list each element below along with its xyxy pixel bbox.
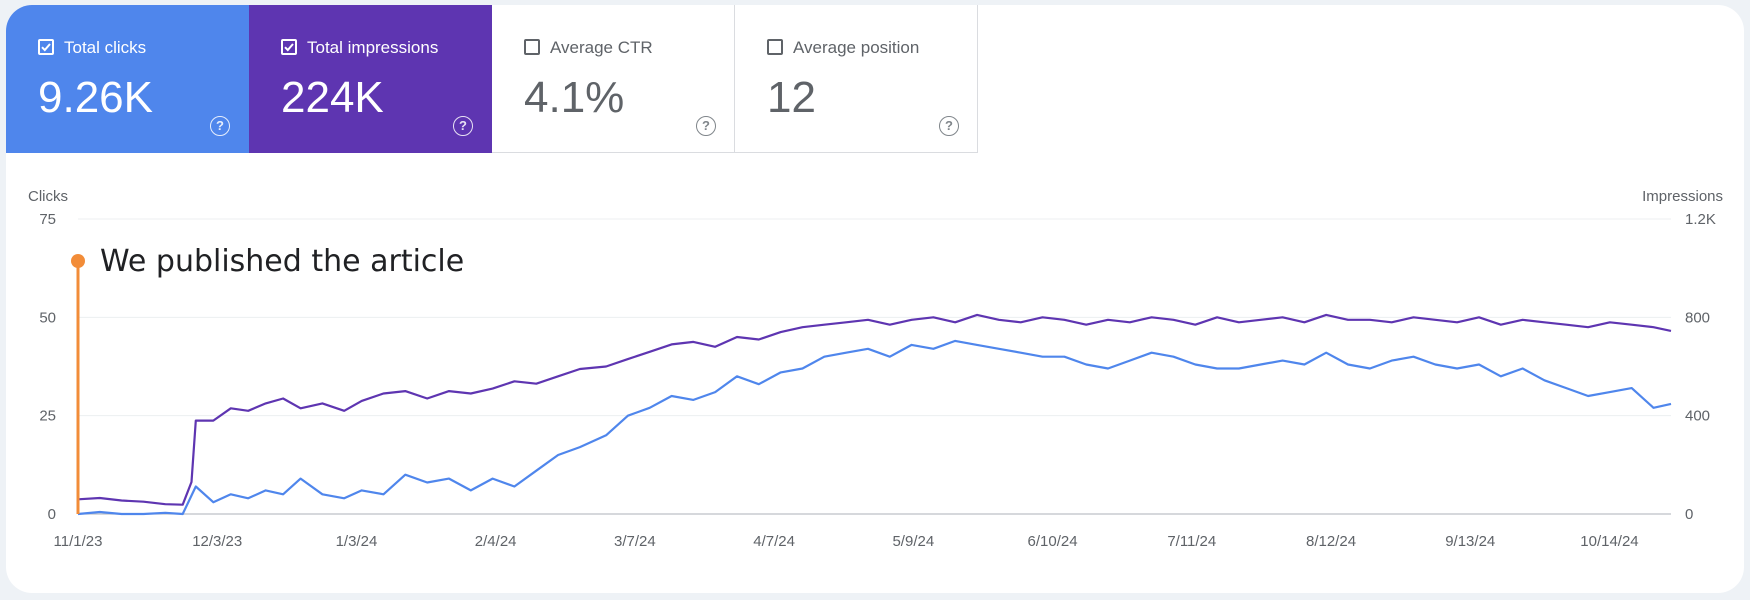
metric-value: 9.26K <box>38 73 153 122</box>
right-tick-label: 1.2K <box>1685 211 1716 228</box>
right-axis-title: Impressions <box>1642 188 1723 205</box>
metric-label: Average CTR <box>550 38 653 57</box>
x-tick-label: 5/9/24 <box>892 533 934 550</box>
left-tick-label: 25 <box>39 408 56 425</box>
x-tick-label: 4/7/24 <box>753 533 795 550</box>
series-line-total-clicks <box>77 339 1672 516</box>
annotation: We published the article <box>71 244 464 514</box>
metric-value: 224K <box>281 73 384 122</box>
metric-value: 12 <box>767 73 816 122</box>
series-line-total-impressions <box>77 313 1672 506</box>
performance-chart: Clicks Impressions 0 25 50 75 0 400 800 1.2K 1… <box>28 188 1723 550</box>
checkbox-checked-icon[interactable] <box>38 39 54 55</box>
metric-tile-average-ctr[interactable]: Average CTR 4.1% ? <box>492 5 735 153</box>
x-tick-label: 6/10/24 <box>1028 533 1078 550</box>
help-icon[interactable]: ? <box>453 116 473 136</box>
left-tick-label: 50 <box>39 309 56 326</box>
x-tick-label: 10/14/24 <box>1580 533 1638 550</box>
annotation-marker-dot[interactable] <box>71 254 85 268</box>
metric-tile-average-position[interactable]: Average position 12 ? <box>735 5 978 153</box>
right-tick-label: 800 <box>1685 309 1710 326</box>
help-icon[interactable]: ? <box>939 116 959 136</box>
help-icon[interactable]: ? <box>210 116 230 136</box>
x-tick-label: 1/3/24 <box>336 533 378 550</box>
metric-label: Total impressions <box>307 38 439 57</box>
performance-card: Total clicks 9.26K ? Total impressions 2… <box>6 5 1744 593</box>
right-tick-label: 0 <box>1685 506 1693 523</box>
x-axis-ticks: 11/1/23 12/3/23 1/3/24 2/4/24 3/7/24 4/7/24 5/… <box>54 533 1639 550</box>
x-tick-label: 7/11/24 <box>1167 533 1216 550</box>
checkbox-checked-icon[interactable] <box>281 39 297 55</box>
metric-value: 4.1% <box>524 73 625 122</box>
help-icon[interactable]: ? <box>696 116 716 136</box>
left-tick-label: 0 <box>48 506 56 523</box>
left-tick-label: 75 <box>39 211 56 228</box>
x-tick-label: 9/13/24 <box>1445 533 1495 550</box>
left-axis-ticks: 0 25 50 75 <box>39 211 56 523</box>
metric-tile-total-impressions[interactable]: Total impressions 224K ? <box>249 5 492 153</box>
x-tick-label: 3/7/24 <box>614 533 656 550</box>
gridlines <box>78 218 1671 515</box>
x-tick-label: 8/12/24 <box>1306 533 1356 550</box>
right-tick-label: 400 <box>1685 408 1710 425</box>
left-axis-title: Clicks <box>28 188 68 205</box>
x-tick-label: 12/3/23 <box>192 533 242 550</box>
series-lines <box>77 313 1672 516</box>
metric-tiles: Total clicks 9.26K ? Total impressions 2… <box>6 5 978 153</box>
metric-label: Average position <box>793 38 920 57</box>
metric-label: Total clicks <box>64 38 147 57</box>
metric-tile-total-clicks[interactable]: Total clicks 9.26K ? <box>6 5 249 153</box>
checkbox-unchecked-icon[interactable] <box>524 39 540 55</box>
x-tick-label: 2/4/24 <box>475 533 517 550</box>
checkbox-unchecked-icon[interactable] <box>767 39 783 55</box>
x-tick-label: 11/1/23 <box>54 533 103 550</box>
annotation-text: We published the article <box>100 244 464 279</box>
right-axis-ticks: 0 400 800 1.2K <box>1685 211 1716 523</box>
